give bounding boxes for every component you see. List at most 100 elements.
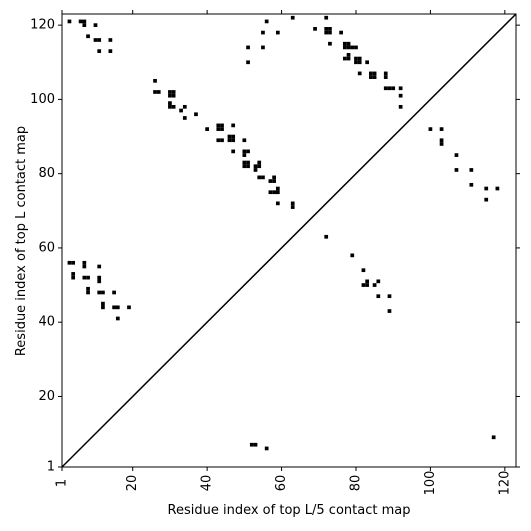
- upper-contact-95: [372, 75, 377, 79]
- upper-contact-17: [171, 93, 176, 98]
- upper-contact-92: [369, 71, 373, 76]
- upper-contact-28: [216, 127, 221, 131]
- upper-contact-13: [156, 90, 161, 94]
- y-tick-label-3: 60: [38, 240, 55, 255]
- upper-contact-71: [324, 27, 329, 31]
- lower-contact-3: [71, 275, 76, 280]
- upper-contact-52: [246, 45, 250, 50]
- upper-contact-96: [383, 71, 388, 76]
- lower-contact-27: [365, 283, 370, 287]
- upper-contact-59: [268, 179, 273, 183]
- upper-contact-42: [242, 160, 247, 165]
- upper-contact-30: [231, 123, 236, 128]
- upper-contact-38: [242, 138, 247, 143]
- upper-contact-10: [108, 49, 113, 53]
- upper-contact-90: [357, 71, 362, 76]
- upper-contact-76: [339, 30, 343, 35]
- upper-contact-41: [242, 153, 247, 157]
- lower-contact-4: [82, 260, 87, 265]
- upper-contact-91: [365, 60, 370, 65]
- upper-contact-20: [171, 104, 176, 109]
- lower-contact-29: [376, 279, 381, 284]
- upper-contact-78: [346, 41, 351, 46]
- upper-contact-105: [439, 127, 444, 131]
- upper-contact-19: [168, 104, 172, 109]
- upper-contact-36: [231, 134, 236, 139]
- contact-points: [67, 15, 500, 451]
- upper-contact-99: [387, 86, 392, 91]
- lower-contact-36: [491, 435, 496, 440]
- upper-contact-55: [261, 30, 265, 35]
- lower-contact-15: [101, 301, 105, 306]
- upper-contact-12: [153, 90, 157, 94]
- lower-contact-22: [324, 234, 329, 239]
- y-tick-label-2: 40: [38, 315, 55, 330]
- upper-contact-35: [227, 134, 232, 139]
- lower-contact-2: [71, 272, 76, 276]
- lower-contact-34: [253, 442, 258, 447]
- upper-contact-102: [398, 93, 403, 98]
- upper-contact-21: [179, 108, 183, 113]
- lower-contact-26: [365, 279, 370, 284]
- x-tick-label-6: 120: [497, 471, 512, 496]
- upper-contact-33: [227, 138, 232, 143]
- y-tick-label-5: 100: [30, 92, 55, 107]
- upper-contact-72: [328, 27, 332, 31]
- upper-contact-43: [246, 160, 250, 165]
- upper-contact-60: [272, 179, 276, 183]
- lower-contact-24: [361, 268, 366, 273]
- upper-contact-101: [398, 86, 403, 91]
- upper-contact-46: [253, 164, 258, 169]
- upper-contact-11: [153, 78, 157, 83]
- upper-contact-75: [328, 41, 332, 46]
- lower-contact-21: [127, 305, 131, 310]
- upper-contact-79: [342, 45, 347, 50]
- upper-contact-39: [242, 149, 247, 154]
- upper-contact-47: [257, 164, 262, 169]
- upper-contact-26: [216, 123, 221, 128]
- upper-contact-111: [469, 182, 474, 187]
- upper-contact-107: [439, 142, 444, 146]
- upper-contact-84: [350, 45, 355, 50]
- upper-contact-110: [469, 168, 474, 172]
- upper-contact-2: [82, 19, 87, 24]
- lower-contact-14: [101, 290, 105, 295]
- upper-contact-14: [168, 90, 172, 94]
- upper-contact-114: [495, 186, 500, 191]
- upper-contact-0: [67, 19, 72, 24]
- x-tick-label-1: 20: [125, 475, 140, 492]
- lower-contact-25: [361, 283, 366, 287]
- y-tick-label-0: 1: [47, 460, 55, 475]
- lower-contact-7: [86, 275, 90, 280]
- upper-contact-100: [391, 86, 396, 91]
- upper-contact-40: [246, 149, 250, 154]
- upper-contact-65: [275, 186, 280, 191]
- lower-contact-11: [97, 275, 102, 280]
- upper-contact-37: [231, 149, 236, 154]
- upper-contact-50: [257, 175, 262, 180]
- upper-contact-51: [261, 175, 265, 180]
- x-tick-label-5: 100: [423, 471, 438, 496]
- upper-contact-93: [372, 71, 377, 76]
- y-tick-label-4: 80: [38, 166, 55, 181]
- upper-contact-9: [108, 38, 113, 42]
- lower-contact-10: [97, 264, 102, 269]
- lower-contact-33: [249, 442, 254, 447]
- upper-contact-48: [257, 160, 262, 165]
- lower-contact-18: [112, 305, 116, 310]
- x-axis-title: Residue index of top L/5 contact map: [168, 503, 411, 518]
- upper-contact-8: [97, 49, 102, 53]
- upper-contact-83: [346, 52, 351, 57]
- upper-contact-24: [194, 112, 198, 117]
- upper-contact-82: [346, 56, 351, 61]
- upper-contact-1: [78, 19, 83, 24]
- upper-contact-25: [205, 127, 209, 131]
- upper-contact-31: [216, 138, 221, 143]
- upper-contact-23: [182, 116, 187, 120]
- y-axis-title: Residue index of top L contact map: [14, 126, 29, 356]
- upper-contact-94: [369, 75, 373, 79]
- lower-contact-0: [67, 260, 72, 265]
- upper-contact-81: [342, 56, 347, 61]
- upper-contact-44: [242, 164, 247, 169]
